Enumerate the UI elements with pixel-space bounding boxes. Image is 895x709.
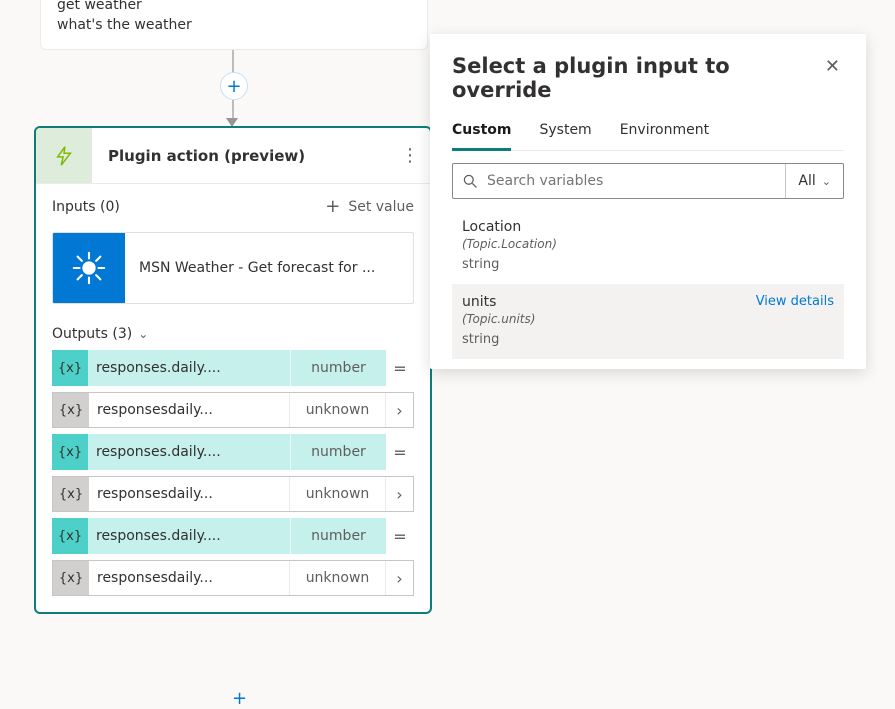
output-row[interactable]: {x}responses.daily....number= [52,518,414,554]
output-type: unknown [289,393,385,427]
output-list: {x}responses.daily....number={x}response… [36,350,430,612]
output-type: unknown [289,561,385,595]
connector-row[interactable]: MSN Weather - Get forecast for ... [52,232,414,304]
output-type: number [290,434,386,470]
add-node-button[interactable]: + [220,72,248,100]
outputs-toggle[interactable]: Outputs (3) ⌄ [36,316,430,350]
tab-system[interactable]: System [539,116,591,150]
equals-icon: = [386,518,414,554]
outputs-label: Outputs (3) [52,326,132,342]
variable-icon: {x} [53,393,89,427]
variable-path: (Topic.units) [462,312,834,326]
output-name: responses.daily.... [88,434,290,470]
trigger-phrase: get weather [57,0,411,15]
set-value-label: Set value [348,199,414,215]
connector-label: MSN Weather - Get forecast for ... [125,233,413,303]
variable-icon: {x} [53,477,89,511]
chevron-right-icon[interactable]: › [385,393,413,427]
variable-type: string [462,332,834,347]
search-icon [453,173,487,189]
search-input[interactable] [487,173,785,189]
inputs-section-header: Inputs (0) + Set value [36,184,430,226]
output-type: number [290,518,386,554]
variable-list: Location(Topic.Location)stringunits(Topi… [452,209,844,359]
weather-icon [53,233,125,303]
filter-label: All [798,173,815,189]
trigger-card[interactable]: get weather what's the weather [40,0,428,50]
card-title: Plugin action (preview) [92,128,390,183]
tab-custom[interactable]: Custom [452,116,511,151]
inputs-label: Inputs (0) [52,199,120,215]
variable-icon: {x} [52,434,88,470]
output-row[interactable]: {x}responses.daily....number= [52,434,414,470]
card-header: Plugin action (preview) ⋮ [36,128,430,184]
lightning-icon [36,128,92,183]
output-name: responsesdaily... [89,561,289,595]
variable-icon: {x} [53,561,89,595]
output-type: unknown [289,477,385,511]
chevron-right-icon[interactable]: › [385,561,413,595]
output-row[interactable]: {x}responsesdaily...unknown› [52,392,414,428]
view-details-link[interactable]: View details [756,294,834,309]
variable-icon: {x} [52,350,88,386]
chevron-down-icon: ⌄ [822,175,831,188]
set-value-button[interactable]: + Set value [325,198,414,216]
add-node-button[interactable]: + [232,688,247,709]
filter-dropdown[interactable]: All ⌄ [785,164,843,198]
output-name: responses.daily.... [88,518,290,554]
output-row[interactable]: {x}responsesdaily...unknown› [52,560,414,596]
variable-path: (Topic.Location) [462,237,834,251]
trigger-phrase: what's the weather [57,15,411,35]
output-name: responsesdaily... [89,393,289,427]
output-type: number [290,350,386,386]
equals-icon: = [386,350,414,386]
output-row[interactable]: {x}responsesdaily...unknown› [52,476,414,512]
search-bar: All ⌄ [452,163,844,199]
panel-tabs: Custom System Environment [452,116,844,151]
variable-icon: {x} [52,518,88,554]
variable-type: string [462,257,834,272]
tab-environment[interactable]: Environment [620,116,709,150]
plus-icon: + [325,198,340,216]
card-menu-button[interactable]: ⋮ [390,128,430,183]
connector-line [232,50,234,74]
chevron-down-icon: ⌄ [138,327,148,341]
output-row[interactable]: {x}responses.daily....number= [52,350,414,386]
output-name: responsesdaily... [89,477,289,511]
variable-item[interactable]: units(Topic.units)stringView details [452,284,844,359]
close-icon: ✕ [825,56,840,77]
panel-title: Select a plugin input to override [452,54,821,102]
output-name: responses.daily.... [88,350,290,386]
chevron-right-icon[interactable]: › [385,477,413,511]
close-button[interactable]: ✕ [821,54,844,79]
equals-icon: = [386,434,414,470]
plugin-action-card[interactable]: Plugin action (preview) ⋮ Inputs (0) + S… [34,126,432,614]
variable-item[interactable]: Location (Topic.Location) string [452,209,844,284]
override-panel: Select a plugin input to override ✕ Cust… [430,34,866,369]
variable-name: Location [462,219,834,235]
